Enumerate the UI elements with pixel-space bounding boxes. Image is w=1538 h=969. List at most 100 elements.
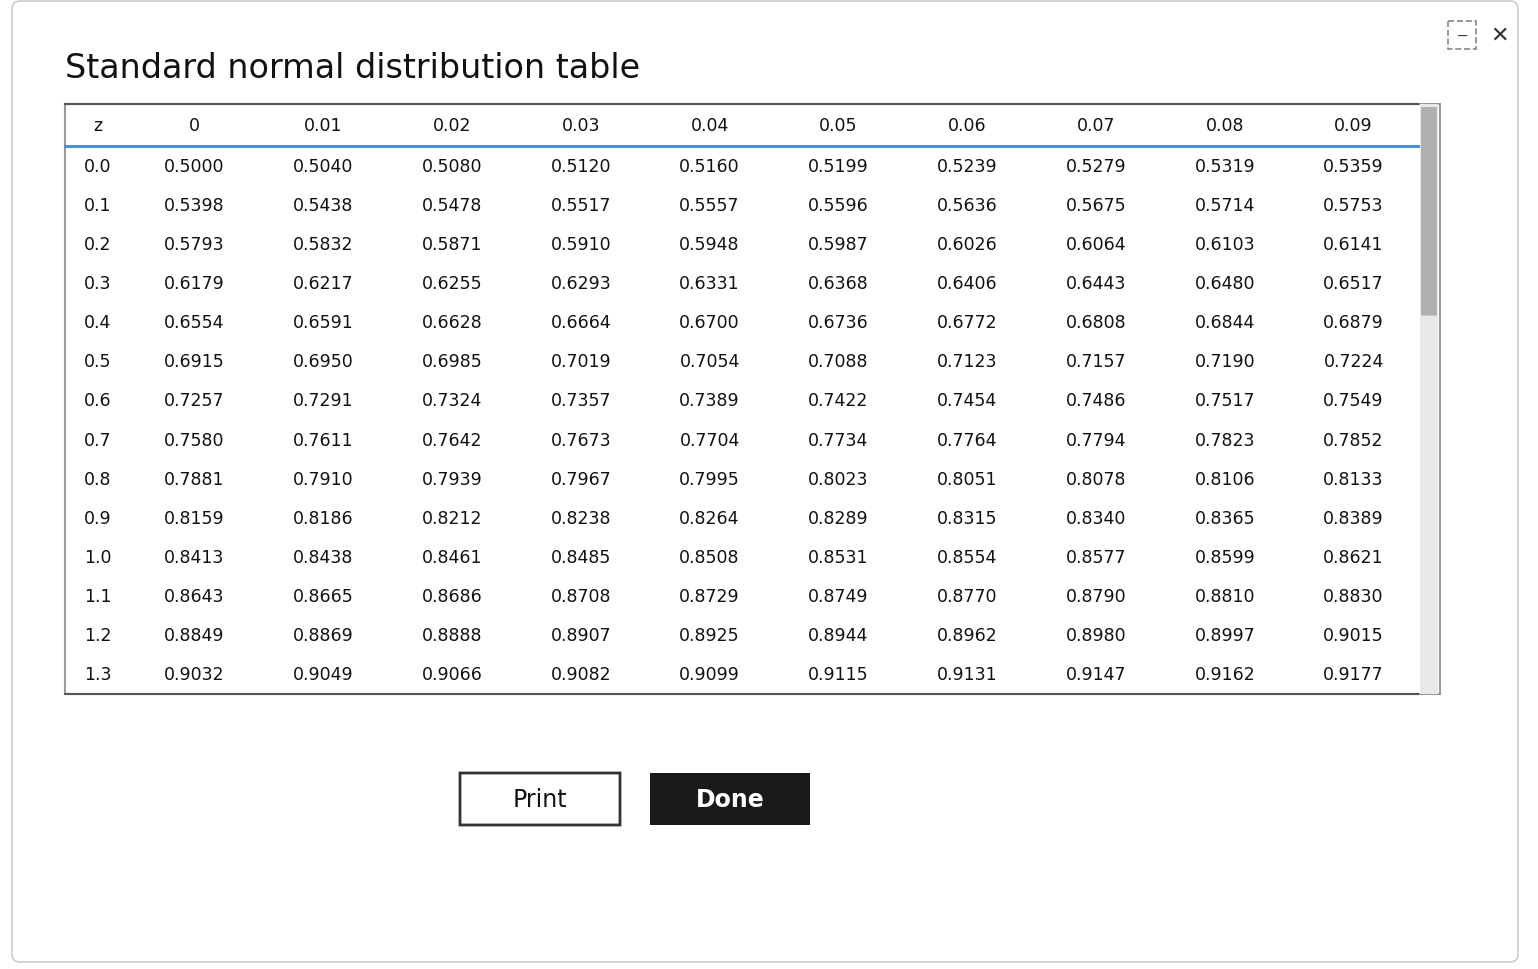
FancyBboxPatch shape: [1447, 22, 1476, 50]
Text: 0.7704: 0.7704: [680, 431, 740, 449]
Text: 1.0: 1.0: [83, 548, 111, 567]
Text: 0.7123: 0.7123: [937, 353, 998, 371]
Text: ✕: ✕: [1490, 26, 1509, 46]
Text: 0.9049: 0.9049: [292, 666, 354, 684]
Text: 0.7422: 0.7422: [807, 392, 869, 410]
Text: 0.9147: 0.9147: [1066, 666, 1126, 684]
Text: Standard normal distribution table: Standard normal distribution table: [65, 51, 640, 84]
Text: 0.5279: 0.5279: [1066, 157, 1126, 175]
Text: 0.9131: 0.9131: [937, 666, 998, 684]
Text: 0.4: 0.4: [83, 314, 111, 331]
Text: 0.8944: 0.8944: [807, 627, 869, 644]
Text: 0.6406: 0.6406: [937, 275, 998, 293]
Text: ─: ─: [1458, 28, 1467, 44]
Text: 0.5517: 0.5517: [551, 197, 611, 214]
Text: 0.6: 0.6: [83, 392, 111, 410]
Text: 0.8340: 0.8340: [1066, 510, 1126, 527]
Text: 0.03: 0.03: [561, 117, 600, 135]
Text: 0.5948: 0.5948: [680, 235, 740, 254]
Text: 0.9177: 0.9177: [1323, 666, 1384, 684]
Text: 0.8485: 0.8485: [551, 548, 611, 567]
Text: z: z: [92, 117, 102, 135]
Text: 0.8508: 0.8508: [680, 548, 740, 567]
Text: 0.8554: 0.8554: [937, 548, 997, 567]
Text: 0.6554: 0.6554: [165, 314, 225, 331]
Text: 0.5120: 0.5120: [551, 157, 611, 175]
Text: 0.5557: 0.5557: [680, 197, 740, 214]
Text: 0.09: 0.09: [1335, 117, 1373, 135]
Text: 0.5714: 0.5714: [1195, 197, 1255, 214]
Text: 0.8106: 0.8106: [1195, 470, 1255, 488]
Text: 0.8643: 0.8643: [165, 587, 225, 606]
Text: 0.6772: 0.6772: [937, 314, 998, 331]
Text: 0.01: 0.01: [305, 117, 343, 135]
Text: 0.0: 0.0: [83, 157, 111, 175]
Text: 0.8599: 0.8599: [1195, 548, 1255, 567]
Text: 0.8621: 0.8621: [1323, 548, 1384, 567]
Text: 0.7054: 0.7054: [680, 353, 740, 371]
Text: 0.6443: 0.6443: [1066, 275, 1126, 293]
Text: 0.5478: 0.5478: [421, 197, 483, 214]
Text: 0.7190: 0.7190: [1195, 353, 1255, 371]
Text: 0.6628: 0.6628: [421, 314, 483, 331]
Text: 0.6844: 0.6844: [1195, 314, 1255, 331]
Text: 0.5987: 0.5987: [807, 235, 869, 254]
Text: 0.8708: 0.8708: [551, 587, 611, 606]
Text: 0.8997: 0.8997: [1195, 627, 1255, 644]
Text: 0.8980: 0.8980: [1066, 627, 1126, 644]
Text: 0.5675: 0.5675: [1066, 197, 1126, 214]
Text: 0.7852: 0.7852: [1323, 431, 1384, 449]
Text: 0.8212: 0.8212: [421, 510, 483, 527]
Text: 0.8264: 0.8264: [680, 510, 740, 527]
Text: 0.6064: 0.6064: [1066, 235, 1126, 254]
Text: 0.07: 0.07: [1077, 117, 1115, 135]
Text: 0.5398: 0.5398: [165, 197, 225, 214]
Text: Done: Done: [695, 787, 764, 811]
FancyBboxPatch shape: [65, 105, 1440, 694]
Text: 0: 0: [189, 117, 200, 135]
Text: 1.2: 1.2: [83, 627, 111, 644]
Text: 0.2: 0.2: [83, 235, 111, 254]
Text: 0.8531: 0.8531: [807, 548, 869, 567]
Text: 0.8023: 0.8023: [807, 470, 869, 488]
Text: 0.6915: 0.6915: [165, 353, 225, 371]
FancyBboxPatch shape: [1421, 108, 1436, 316]
Text: 0.8389: 0.8389: [1323, 510, 1384, 527]
Text: 0.7549: 0.7549: [1323, 392, 1384, 410]
Text: 0.7454: 0.7454: [937, 392, 997, 410]
Text: 0.6331: 0.6331: [680, 275, 740, 293]
Text: 0.9162: 0.9162: [1195, 666, 1255, 684]
Text: 0.7939: 0.7939: [421, 470, 483, 488]
Text: 0.9: 0.9: [83, 510, 111, 527]
Text: 0.8749: 0.8749: [807, 587, 869, 606]
Text: 0.6736: 0.6736: [807, 314, 869, 331]
Text: 0.8888: 0.8888: [421, 627, 483, 644]
Text: 0.7881: 0.7881: [165, 470, 225, 488]
Text: 0.08: 0.08: [1206, 117, 1244, 135]
Text: 0.8078: 0.8078: [1066, 470, 1126, 488]
Text: 0.7019: 0.7019: [551, 353, 611, 371]
Text: 0.9066: 0.9066: [421, 666, 483, 684]
Text: 0.7794: 0.7794: [1066, 431, 1126, 449]
Text: 0.5438: 0.5438: [294, 197, 354, 214]
Text: 0.8665: 0.8665: [292, 587, 354, 606]
Text: 0.7088: 0.7088: [807, 353, 869, 371]
Text: 0.9015: 0.9015: [1323, 627, 1384, 644]
FancyBboxPatch shape: [460, 773, 620, 826]
Text: 0.7910: 0.7910: [292, 470, 354, 488]
Text: 0.8810: 0.8810: [1195, 587, 1255, 606]
Text: 0.9032: 0.9032: [165, 666, 225, 684]
Text: 0.7357: 0.7357: [551, 392, 611, 410]
Text: 0.5160: 0.5160: [680, 157, 740, 175]
Text: 0.8869: 0.8869: [292, 627, 354, 644]
Text: 0.7642: 0.7642: [421, 431, 483, 449]
Text: 0.7995: 0.7995: [680, 470, 740, 488]
Text: 0.8413: 0.8413: [165, 548, 225, 567]
Text: 0.5871: 0.5871: [421, 235, 483, 254]
Text: 0.5040: 0.5040: [294, 157, 354, 175]
Text: 0.7967: 0.7967: [551, 470, 611, 488]
Text: 0.06: 0.06: [947, 117, 986, 135]
Text: 0.5910: 0.5910: [551, 235, 611, 254]
Text: 0.7291: 0.7291: [292, 392, 354, 410]
Text: 0.8849: 0.8849: [165, 627, 225, 644]
